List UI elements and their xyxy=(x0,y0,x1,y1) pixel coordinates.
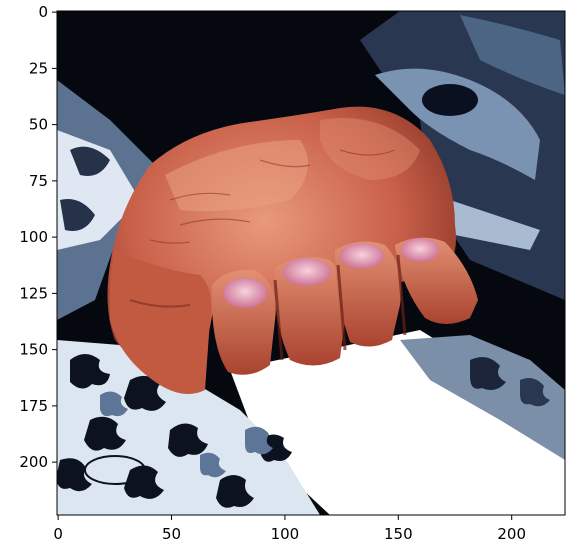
axes-frame xyxy=(56,10,566,516)
photo xyxy=(57,11,565,515)
puzzle-piece-light xyxy=(375,68,540,180)
fingernail xyxy=(340,243,384,269)
y-tick-label: 0 xyxy=(38,3,48,21)
y-tick-label: 100 xyxy=(19,228,48,246)
x-tick-label: 50 xyxy=(162,525,181,543)
fingernail xyxy=(223,278,267,308)
y-tick-label: 50 xyxy=(29,116,48,134)
puzzle-piece-blue xyxy=(460,15,565,95)
x-tick-label: 200 xyxy=(497,525,526,543)
fingernail xyxy=(283,258,331,286)
x-tick-label: 0 xyxy=(53,525,63,543)
y-tick-label: 150 xyxy=(19,341,48,359)
y-tick-label: 125 xyxy=(19,284,48,302)
fist xyxy=(107,106,478,394)
y-axis: 0 25 50 75 100 125 150 175 200 xyxy=(19,3,57,471)
y-tick-label: 200 xyxy=(19,453,48,471)
y-tick-label: 175 xyxy=(19,397,48,415)
y-tick-label: 25 xyxy=(29,59,48,77)
x-tick-label: 100 xyxy=(271,525,300,543)
y-tick-label: 75 xyxy=(29,172,48,190)
x-axis: 0 50 100 150 200 xyxy=(53,515,526,543)
fingernail xyxy=(401,238,439,262)
x-tick-label: 150 xyxy=(384,525,413,543)
